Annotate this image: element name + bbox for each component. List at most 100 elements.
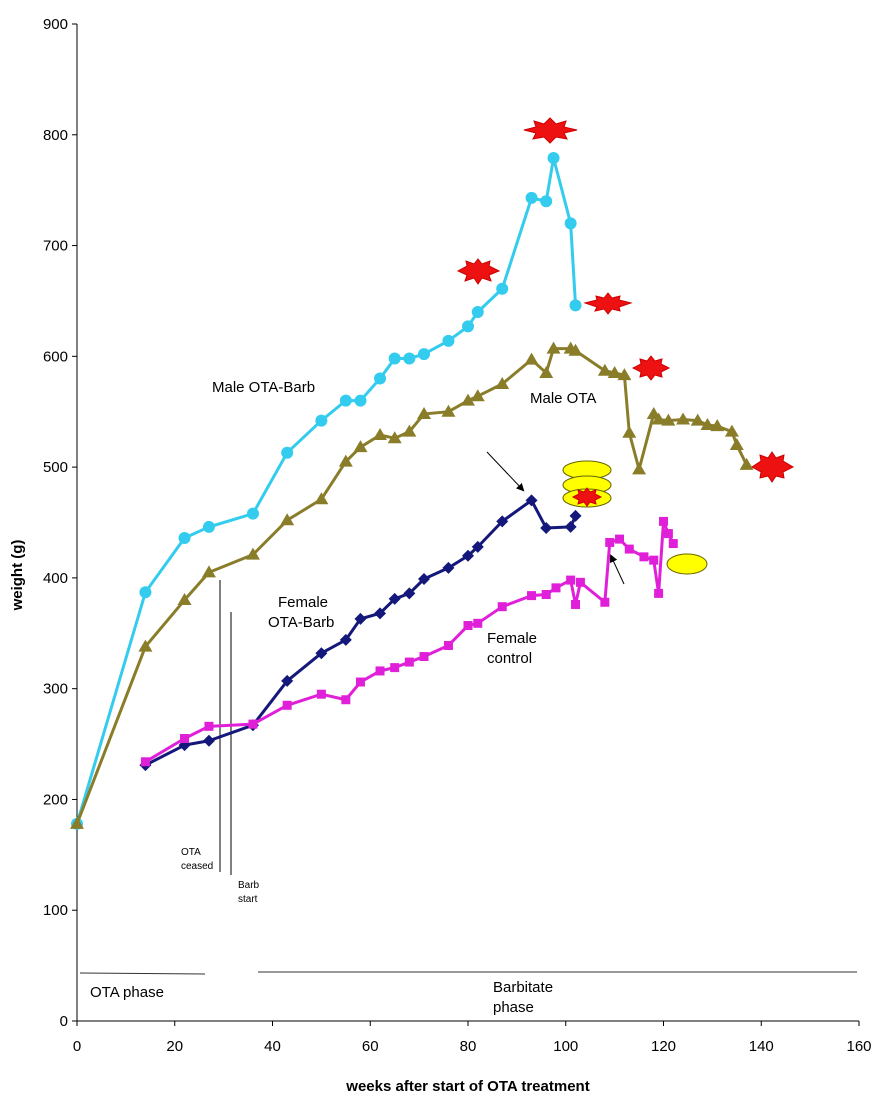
series-male-ota — [70, 341, 754, 829]
data-point — [540, 195, 553, 208]
data-point — [354, 612, 367, 625]
data-point — [607, 365, 622, 378]
y-tick-label: 0 — [60, 1013, 68, 1030]
data-point — [443, 640, 453, 650]
barb-start-label-1: Barb — [238, 880, 260, 891]
series-line — [75, 347, 748, 825]
series-male-ota-barb — [71, 152, 582, 830]
x-tick-label: 80 — [460, 1038, 477, 1055]
data-point — [524, 352, 539, 365]
data-point — [70, 816, 84, 829]
data-point — [724, 424, 739, 437]
death-marker — [571, 487, 603, 507]
death-markers — [456, 117, 795, 483]
data-point — [622, 425, 637, 438]
data-point — [632, 462, 647, 475]
y-tick-label: 500 — [43, 459, 68, 476]
data-point — [470, 389, 485, 402]
data-point — [387, 431, 402, 444]
data-point — [654, 588, 664, 598]
data-point — [374, 607, 387, 620]
data-point — [374, 372, 387, 385]
data-point — [353, 440, 368, 453]
data-point — [651, 412, 666, 425]
data-point — [571, 599, 581, 609]
data-point — [339, 394, 352, 407]
data-point — [600, 597, 610, 607]
series-line — [144, 519, 675, 764]
data-point — [419, 652, 429, 662]
data-point — [605, 537, 615, 547]
data-point — [739, 457, 754, 470]
data-point — [473, 618, 483, 628]
data-point — [551, 583, 561, 593]
label-male-ota: Male OTA — [530, 390, 596, 407]
data-point — [417, 406, 432, 419]
label-female-control-1: Female — [487, 630, 537, 647]
data-point — [202, 520, 215, 533]
series-line — [144, 498, 577, 767]
data-point — [248, 719, 258, 729]
data-point — [246, 507, 259, 520]
data-point — [138, 639, 153, 652]
data-point — [461, 393, 475, 406]
data-point — [139, 586, 152, 599]
data-point — [690, 413, 705, 426]
x-tick-label: 160 — [846, 1038, 871, 1055]
data-point — [390, 663, 400, 673]
data-point — [547, 152, 560, 165]
data-point — [355, 677, 365, 687]
data-point — [617, 368, 632, 381]
data-point — [700, 418, 715, 431]
data-point — [566, 575, 576, 585]
x-axis-title: weeks after start of OTA treatment — [345, 1078, 589, 1095]
yellow-ellipse — [666, 553, 708, 575]
ota-ceased-label-2: ceased — [181, 861, 213, 872]
arrow-female-control — [609, 554, 625, 585]
y-tick-label: 300 — [43, 681, 68, 698]
data-point — [338, 454, 353, 467]
data-point — [463, 621, 473, 631]
label-female-control-2: control — [487, 650, 532, 667]
yellow-markers — [562, 460, 708, 575]
x-tick-label: 120 — [651, 1038, 676, 1055]
y-tick-label: 400 — [43, 570, 68, 587]
data-point — [471, 540, 484, 553]
data-point — [177, 593, 192, 606]
ota-ceased-label-1: OTA — [181, 847, 201, 858]
data-point — [315, 414, 328, 427]
y-tick-label: 200 — [43, 791, 68, 808]
data-point — [668, 539, 678, 549]
death-marker — [631, 355, 671, 381]
data-point — [442, 334, 455, 347]
barbitate-phase-label-1: Barbitate — [493, 979, 553, 996]
data-point — [314, 492, 329, 505]
y-tick-label: 700 — [43, 238, 68, 255]
data-point — [624, 544, 634, 554]
data-point — [441, 404, 456, 417]
data-point — [462, 549, 474, 562]
data-point — [615, 534, 625, 544]
x-ticks: 0 20 40 60 80 100 120 140 160 — [73, 1021, 872, 1055]
data-point — [281, 446, 294, 459]
x-tick-label: 0 — [73, 1038, 81, 1055]
data-point — [418, 348, 431, 361]
data-point — [316, 689, 326, 699]
ota-phase-label: OTA phase — [90, 984, 164, 1001]
data-point — [597, 363, 612, 376]
data-point — [729, 437, 744, 450]
y-axis-title: weight (g) — [9, 540, 26, 612]
data-point — [280, 513, 295, 526]
data-point — [462, 320, 474, 333]
data-point — [202, 734, 215, 747]
data-point — [373, 427, 388, 440]
data-point — [546, 341, 561, 354]
barbitate-phase-label-2: phase — [493, 999, 534, 1016]
data-point — [339, 633, 352, 646]
y-ticks: 0 100 200 300 400 500 600 700 800 900 — [43, 16, 77, 1030]
x-tick-label: 40 — [264, 1038, 281, 1055]
y-tick-label: 800 — [43, 127, 68, 144]
data-point — [245, 547, 260, 560]
y-tick-label: 100 — [43, 902, 68, 919]
